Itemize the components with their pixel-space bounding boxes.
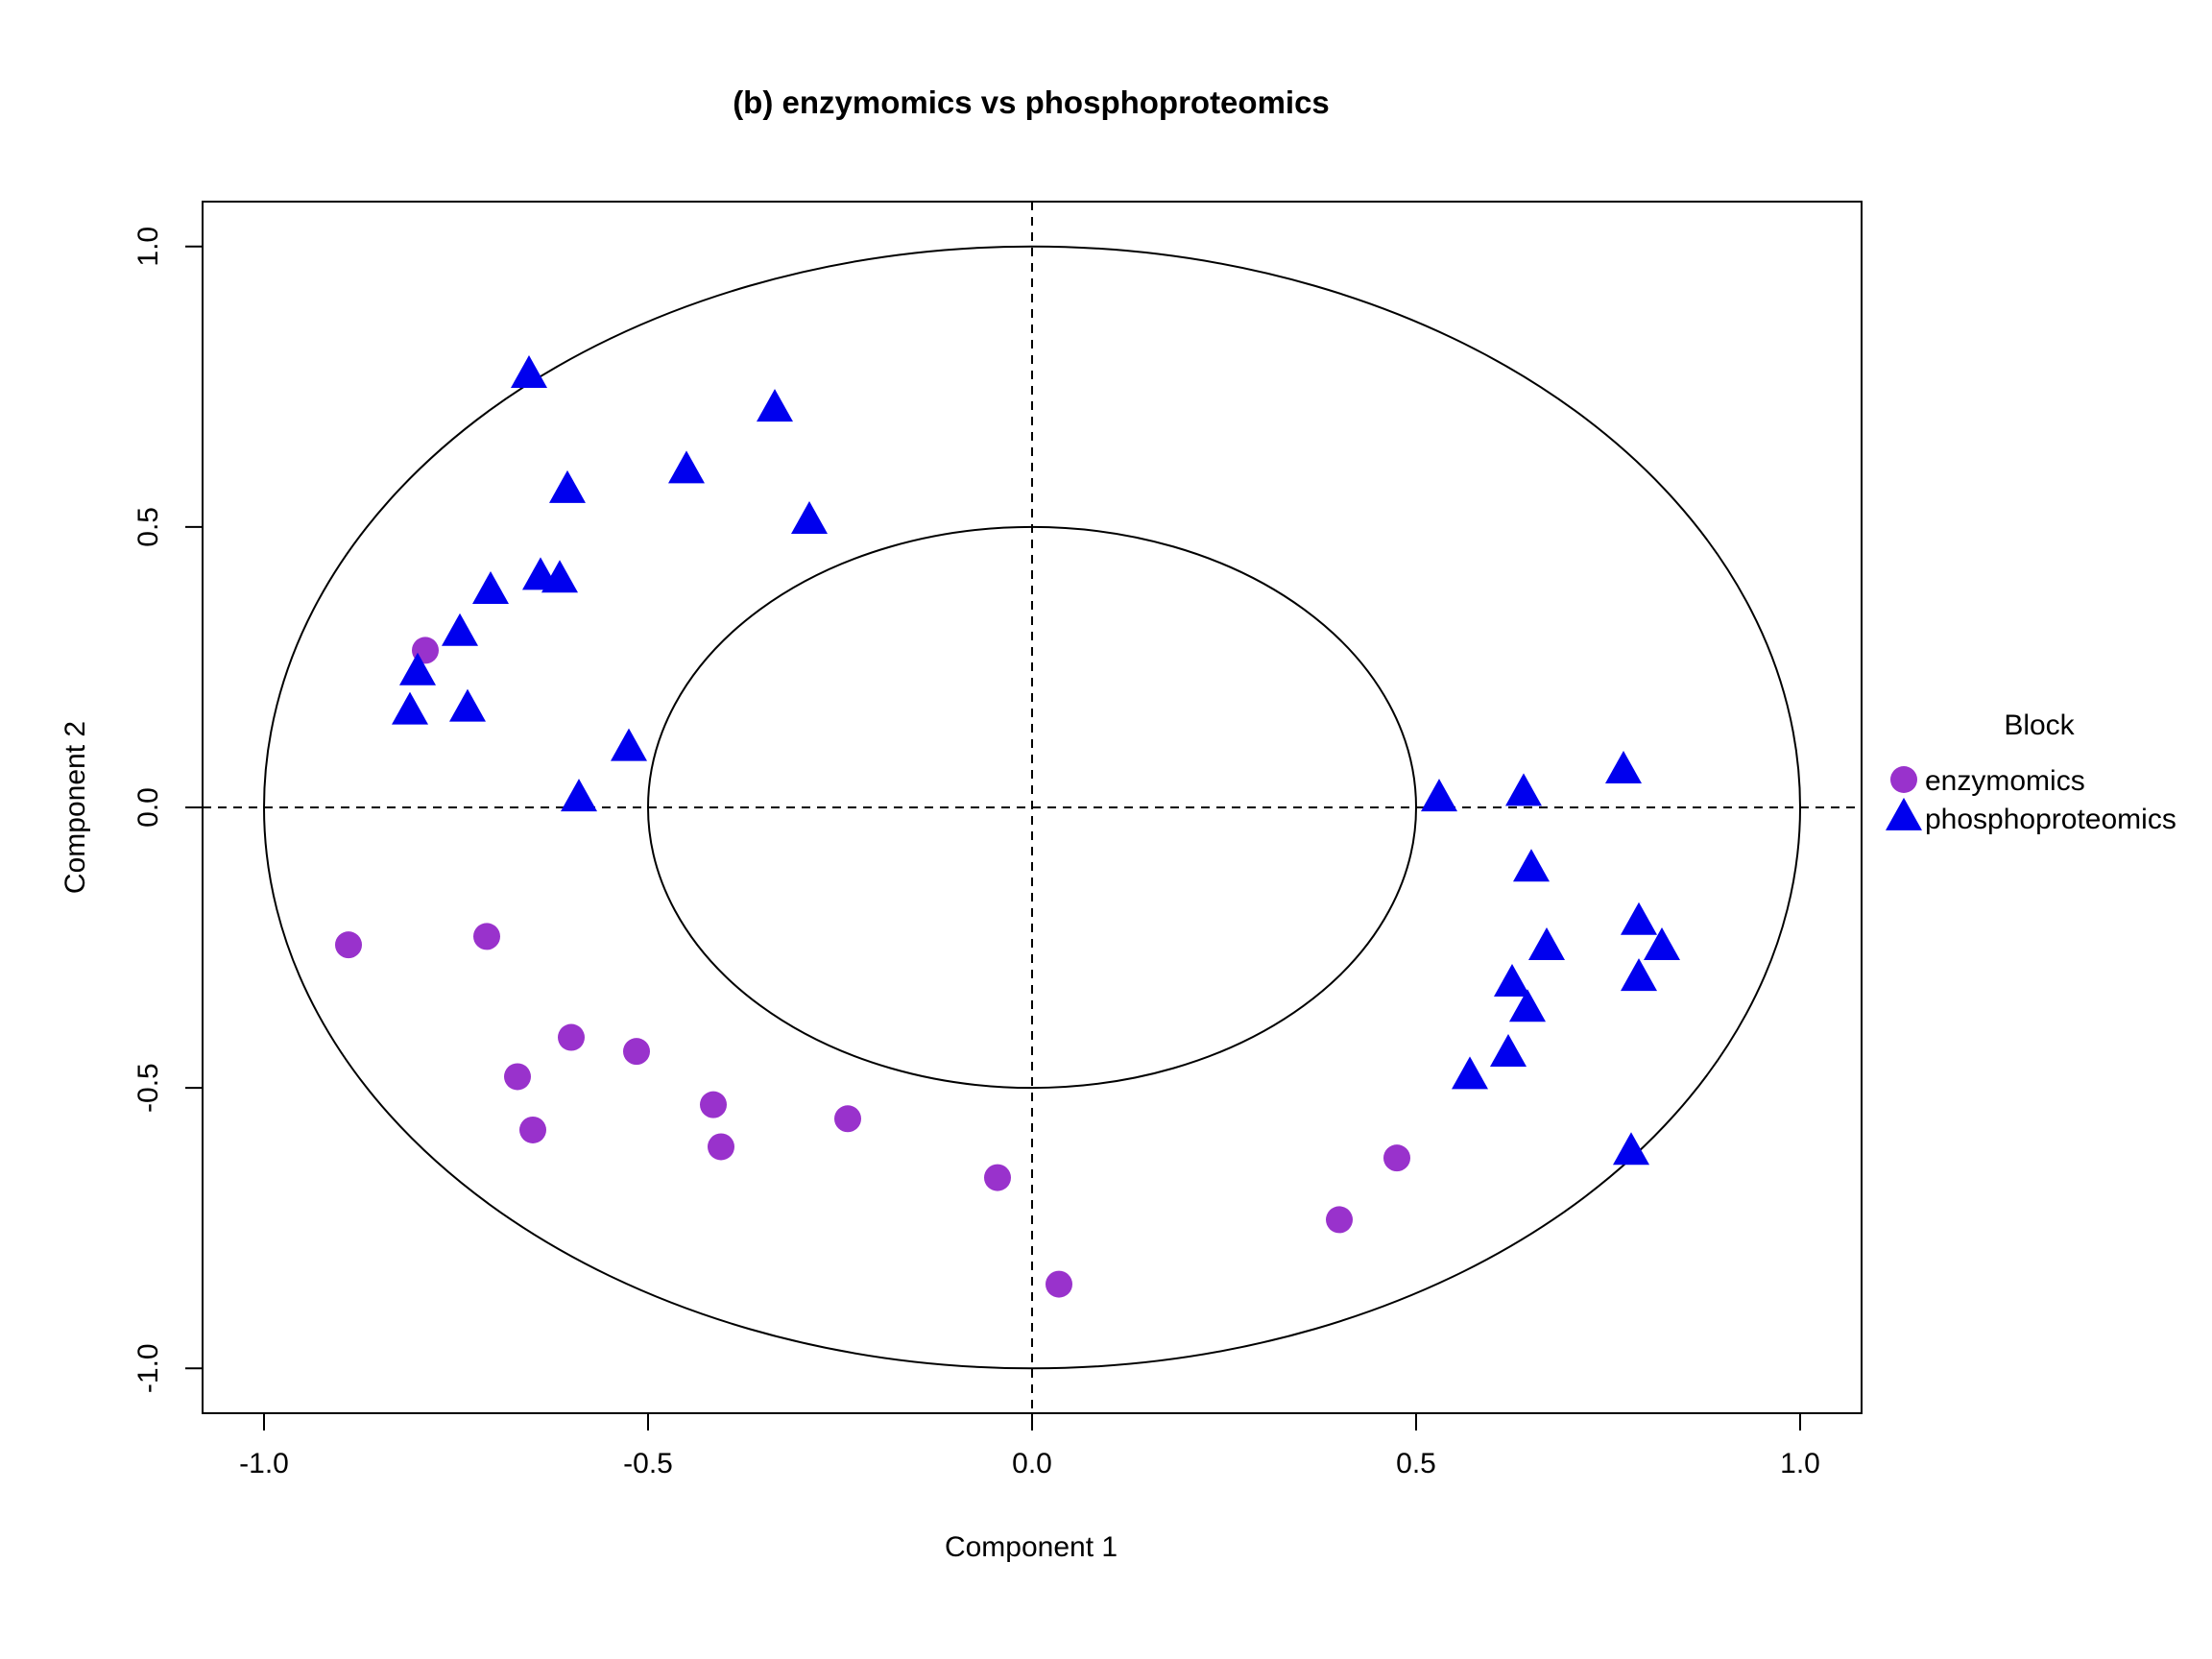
x-axis-label: Component 1 <box>945 1531 1118 1563</box>
phosphoproteomics-point <box>1421 779 1457 812</box>
x-tick-label: -1.0 <box>239 1448 289 1479</box>
y-tick-label: -0.5 <box>132 1063 164 1113</box>
chart-title: (b) enzymomics vs phosphoproteomics <box>733 84 1330 120</box>
series-phosphoproteomics <box>392 355 1680 1166</box>
phosphoproteomics-point <box>472 570 509 604</box>
phosphoproteomics-point <box>1621 958 1657 992</box>
y-tick-label: 0.0 <box>132 787 164 828</box>
enzymomics-point <box>984 1164 1011 1191</box>
phosphoproteomics-point <box>791 500 828 534</box>
enzymomics-point <box>1046 1270 1072 1298</box>
series-enzymomics <box>335 637 1410 1298</box>
phosphoproteomics-point <box>1490 1033 1527 1067</box>
phosphoproteomics-point <box>1452 1056 1488 1090</box>
phosphoproteomics-point <box>668 450 705 484</box>
enzymomics-point <box>504 1063 531 1091</box>
x-tick-label: -0.5 <box>623 1448 673 1479</box>
enzymomics-point <box>700 1091 727 1118</box>
phosphoproteomics-point <box>442 613 478 646</box>
enzymomics-point <box>708 1133 734 1161</box>
phosphoproteomics-point <box>1644 926 1680 960</box>
enzymomics-point <box>1383 1144 1410 1172</box>
phosphoproteomics-point <box>611 728 647 761</box>
phosphoproteomics-point <box>757 389 793 422</box>
enzymomics-point <box>623 1038 650 1066</box>
legend-title: Block <box>2004 709 2075 741</box>
phosphoproteomics-point <box>549 469 586 503</box>
x-axis: -1.0 -0.5 0.0 0.5 1.0 <box>239 1412 1820 1479</box>
phosphoproteomics-point <box>1505 773 1542 806</box>
enzymomics-point <box>558 1023 585 1051</box>
phosphoproteomics-point <box>511 355 547 389</box>
phosphoproteomics-point <box>1621 902 1657 935</box>
phosphoproteomics-point <box>1494 963 1530 997</box>
reference-lines <box>203 202 1862 1413</box>
y-tick-label: -1.0 <box>132 1343 164 1393</box>
phosphoproteomics-point <box>1509 989 1546 1022</box>
x-tick-label: 0.5 <box>1396 1448 1436 1479</box>
x-tick-label: 1.0 <box>1780 1448 1820 1479</box>
enzymomics-point <box>519 1116 546 1143</box>
phosphoproteomics-point <box>541 560 578 593</box>
data-points <box>335 355 1680 1298</box>
enzymomics-point <box>335 931 362 959</box>
legend: Block enzymomics phosphoproteomics <box>1886 709 2176 835</box>
phosphoproteomics-point <box>1528 926 1565 960</box>
legend-entry-enzymomics-label: enzymomics <box>1925 765 2085 797</box>
enzymomics-point <box>834 1105 861 1133</box>
phosphoproteomics-point <box>399 652 436 685</box>
phosphoproteomics-point <box>449 688 486 722</box>
legend-entry-phosphoproteomics-marker <box>1886 797 1922 830</box>
y-axis: -1.0 -0.5 0.0 0.5 1.0 <box>132 227 204 1393</box>
y-axis-label: Component 2 <box>60 721 91 894</box>
y-tick-label: 0.5 <box>132 507 164 547</box>
y-tick-label: 1.0 <box>132 227 164 267</box>
x-tick-label: 0.0 <box>1012 1448 1052 1479</box>
enzymomics-point <box>1326 1206 1353 1234</box>
phosphoproteomics-point <box>561 779 597 812</box>
phosphoproteomics-point <box>392 691 428 725</box>
enzymomics-point <box>473 923 500 950</box>
phosphoproteomics-point <box>1605 750 1642 783</box>
phosphoproteomics-point <box>1513 849 1550 882</box>
legend-entry-phosphoproteomics-label: phosphoproteomics <box>1925 804 2176 835</box>
legend-entry-enzymomics-marker <box>1890 766 1917 793</box>
phosphoproteomics-point <box>1613 1132 1649 1166</box>
